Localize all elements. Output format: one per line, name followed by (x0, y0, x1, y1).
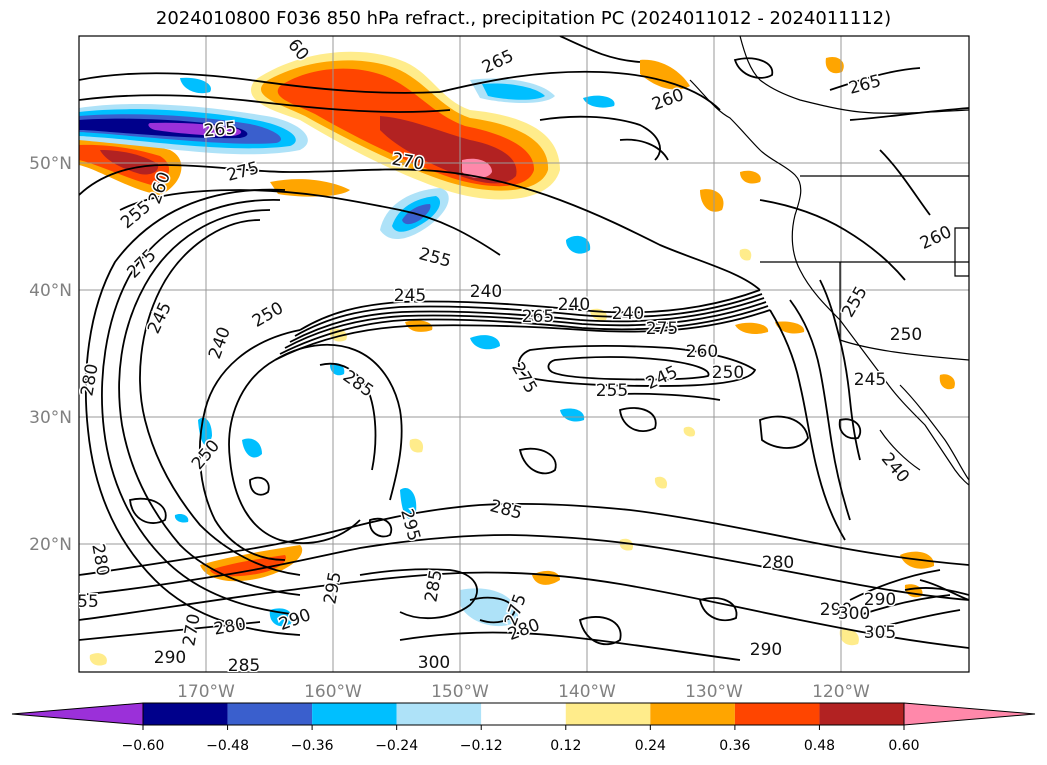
colorbar-ticks: −0.60 −0.48 −0.36 −0.24 −0.12 0.12 0.24 0.36 0.4… (122, 725, 920, 754)
lat-label-50n: 50°N (29, 154, 72, 174)
lon-labels: 170°W 160°W 150°W 140°W 130°W 120°W (177, 682, 870, 702)
contour-label: 245 (394, 286, 426, 306)
plot-frame (78, 35, 970, 673)
lon-label-120w: 120°W (812, 682, 870, 702)
contour-label: 280 (762, 553, 794, 573)
precip-negative-area (482, 83, 545, 100)
precip-negative-area (330, 363, 345, 376)
coastline (689, 36, 969, 486)
precip-positive-area (89, 653, 107, 666)
colorbar-under-triangle (11, 702, 144, 726)
contour-label: 280 (87, 542, 112, 577)
lat-label-40n: 40°N (29, 281, 72, 301)
contour-label: 305 (864, 623, 896, 643)
precip-positive-area (839, 628, 859, 646)
colorbar: −0.60 −0.48 −0.36 −0.24 −0.12 0.12 0.24 0.36 0.4… (11, 702, 1036, 754)
precip-negative-area (174, 513, 189, 523)
colorbar-box (312, 703, 397, 725)
precip-positive-area (683, 426, 696, 437)
lat-label-30n: 30°N (29, 408, 72, 428)
colorbar-box (143, 703, 228, 725)
precip-positive-area (739, 248, 752, 261)
contour-label: 265 (203, 119, 237, 142)
precip-positive-area (640, 59, 690, 90)
colorbar-box (227, 703, 313, 725)
contour-label: 265 (522, 307, 554, 327)
colorbar-tick-label: −0.36 (291, 738, 334, 754)
precip-positive-area (740, 170, 761, 184)
precip-negative-area (560, 408, 585, 422)
precip-positive-area (775, 321, 805, 334)
contour-label: 275 (646, 319, 678, 339)
colorbar-tick-label: −0.48 (206, 738, 249, 754)
colorbar-box (819, 703, 904, 725)
contour-label: 55 (77, 592, 99, 612)
colorbar-box (734, 703, 820, 725)
colorbar-over-triangle (903, 702, 1036, 726)
precip-positive-area (462, 158, 492, 178)
lon-label-150w: 150°W (431, 682, 489, 702)
precip-negative-area (566, 235, 591, 254)
precip-negative-area (148, 122, 242, 136)
colorbar-tick-label: 0.12 (550, 738, 581, 754)
contour-label: 245 (854, 370, 886, 390)
colorbar-tick-label: 0.60 (888, 738, 919, 754)
colorbar-tick-label: −0.24 (375, 738, 418, 754)
precip-positive-area (700, 189, 724, 212)
contour-label: 290 (820, 600, 852, 620)
precip-negative-area (242, 438, 262, 458)
contour-label: 240 (470, 282, 502, 302)
contour-label: 250 (712, 363, 744, 383)
precip-negative-area (470, 335, 500, 350)
precip-positive-area (735, 322, 769, 334)
colorbar-box (565, 703, 651, 725)
precip-positive-area (409, 438, 424, 453)
precip-negative-area (180, 77, 211, 94)
contour-label: 290 (864, 590, 896, 610)
colorbar-tick-label: 0.24 (635, 738, 666, 754)
lon-label-130w: 130°W (685, 682, 743, 702)
colorbar-tick-label: −0.60 (122, 738, 165, 754)
contour-label: 240 (612, 304, 644, 324)
contour-label: 300 (418, 653, 450, 673)
lon-label-140w: 140°W (558, 682, 616, 702)
colorbar-tick-label: 0.36 (719, 738, 750, 754)
contour-label: 255 (596, 381, 628, 401)
precip-positive-area (100, 150, 159, 175)
map-layer (79, 36, 969, 672)
colorbar-box (481, 703, 566, 725)
refractivity-contours (79, 36, 969, 661)
colorbar-boxes (142, 702, 905, 726)
precip-positive-area (825, 56, 844, 74)
contour-label: 260 (686, 342, 718, 362)
lon-label-170w: 170°W (177, 682, 235, 702)
precip-negative-area (400, 488, 417, 519)
contour-label: 290 (750, 640, 782, 660)
colorbar-box (650, 703, 735, 725)
contour-label: 240 (558, 295, 590, 315)
precip-positive-area (939, 374, 955, 390)
contour-label: 300 (838, 604, 870, 624)
colorbar-tick-label: −0.12 (460, 738, 503, 754)
lon-label-160w: 160°W (304, 682, 362, 702)
colorbar-tick-label: 0.48 (804, 738, 835, 754)
contour-label: 290 (154, 648, 186, 668)
contour-label: 285 (228, 656, 260, 676)
precip-positive-area (654, 476, 668, 489)
precip-positive-area (210, 555, 286, 577)
lat-label-20n: 20°N (29, 535, 72, 555)
lat-labels: 50°N 40°N 30°N 20°N (29, 154, 72, 555)
precip-positive-area (619, 538, 634, 551)
contour-label: 250 (890, 325, 922, 345)
contour-label: 285 (421, 568, 446, 603)
colorbar-box (396, 703, 482, 725)
precip-negative-area (583, 95, 615, 108)
map-title: 2024010800 F036 850 hPa refract., precip… (155, 8, 892, 29)
